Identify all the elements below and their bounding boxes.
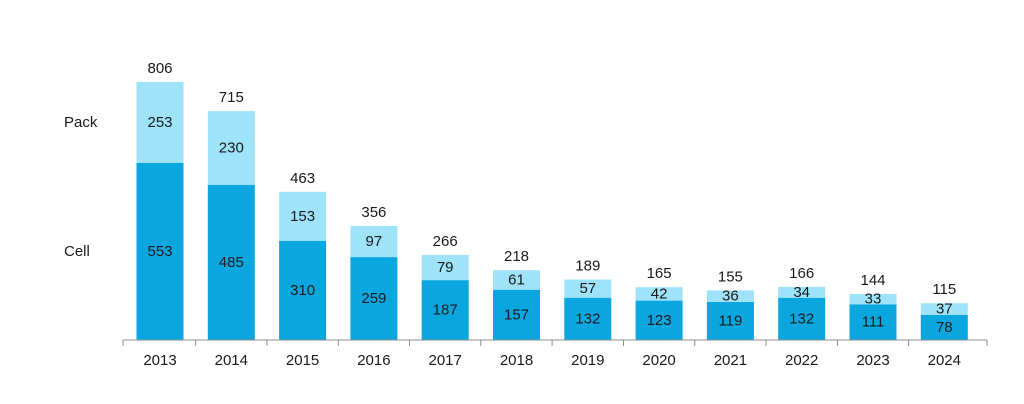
bars-layer <box>136 82 968 340</box>
data-label-pack-2023: 33 <box>865 291 882 308</box>
data-label-pack-2022: 34 <box>793 284 810 301</box>
data-label-cell-2016: 259 <box>361 290 386 307</box>
bar-pack-2013 <box>136 82 184 163</box>
data-label-pack-2019: 57 <box>579 280 596 297</box>
data-label-cell-2020: 123 <box>647 312 672 329</box>
bar-cell-2020 <box>635 300 683 340</box>
total-label-2017: 266 <box>433 233 458 250</box>
data-label-pack-2024: 37 <box>936 301 953 318</box>
data-label-pack-2018: 61 <box>508 272 525 289</box>
x-tick-label-2022: 2022 <box>785 352 818 369</box>
x-tick-label-2020: 2020 <box>642 352 675 369</box>
data-label-pack-2020: 42 <box>651 285 668 302</box>
bar-cell-2018 <box>493 289 540 340</box>
x-tick-label-2018: 2018 <box>500 352 533 369</box>
data-label-cell-2024: 78 <box>936 319 953 336</box>
total-label-2013: 806 <box>147 60 172 77</box>
x-tick-label-2019: 2019 <box>571 352 604 369</box>
data-label-pack-2015: 153 <box>290 208 315 225</box>
bar-pack-2019 <box>564 279 612 298</box>
total-label-2024: 115 <box>932 281 956 298</box>
x-tick-label-2016: 2016 <box>357 352 390 369</box>
x-tick-label-2024: 2024 <box>928 352 961 369</box>
total-label-2019: 189 <box>575 258 600 275</box>
bar-cell-2013 <box>136 163 184 340</box>
data-label-cell-2023: 111 <box>862 314 885 331</box>
x-axis-ticks: 2013 2014 2015 2016 2017 2018 2019 2020 2021 2022… <box>122 340 988 369</box>
data-label-cell-2015: 310 <box>290 282 315 299</box>
bar-pack-2018 <box>493 270 540 290</box>
total-label-2014: 715 <box>219 89 244 106</box>
bar-cell-2017 <box>421 280 469 340</box>
bar-cell-2023 <box>849 304 897 340</box>
total-label-2018: 218 <box>504 248 529 265</box>
bar-pack-2022 <box>778 286 826 298</box>
total-label-2021: 155 <box>718 268 743 285</box>
bar-pack-2020 <box>635 287 683 301</box>
data-label-pack-2013: 253 <box>147 114 172 131</box>
data-label-cell-2013: 553 <box>147 243 172 260</box>
x-tick-label-2023: 2023 <box>856 352 889 369</box>
legend: Cell Pack <box>64 114 98 260</box>
bar-cell-2015 <box>279 240 327 340</box>
data-label-cell-2014: 485 <box>219 254 244 271</box>
total-label-2022: 166 <box>789 265 814 282</box>
legend-label-pack: Pack <box>64 114 98 131</box>
bar-pack-2024 <box>920 303 968 315</box>
data-label-pack-2014: 230 <box>219 139 244 156</box>
total-label-2016: 356 <box>361 204 386 221</box>
bar-cell-2021 <box>706 301 754 340</box>
bar-pack-2017 <box>421 254 469 281</box>
bar-cell-2022 <box>778 297 826 340</box>
data-label-pack-2017: 79 <box>437 259 454 276</box>
bar-cell-2024 <box>920 315 968 340</box>
data-label-cell-2022: 132 <box>789 310 814 327</box>
data-label-cell-2017: 187 <box>433 302 458 319</box>
x-tick-label-2014: 2014 <box>215 352 248 369</box>
bar-pack-2023 <box>849 293 897 305</box>
bar-pack-2016 <box>350 226 398 257</box>
legend-label-cell: Cell <box>64 243 90 260</box>
bar-pack-2021 <box>706 290 754 302</box>
labels-layer: 553 253 806 485 230 715 310 153 463 259 97 356 187 79… <box>147 60 956 336</box>
data-label-cell-2021: 119 <box>718 313 742 330</box>
total-label-2023: 144 <box>860 272 885 289</box>
data-label-cell-2019: 132 <box>575 310 600 327</box>
x-tick-label-2015: 2015 <box>286 352 319 369</box>
data-label-pack-2021: 36 <box>722 288 739 305</box>
bar-cell-2019 <box>564 297 612 340</box>
x-tick-label-2017: 2017 <box>429 352 462 369</box>
x-tick-label-2021: 2021 <box>714 352 747 369</box>
bar-pack-2015 <box>279 191 327 241</box>
data-label-cell-2018: 157 <box>504 306 529 323</box>
x-tick-label-2013: 2013 <box>143 352 176 369</box>
bar-pack-2014 <box>207 111 255 185</box>
bar-cell-2014 <box>207 184 255 340</box>
total-label-2015: 463 <box>290 170 315 187</box>
total-label-2020: 165 <box>647 265 672 282</box>
data-label-pack-2016: 97 <box>366 233 383 250</box>
bar-cell-2016 <box>350 257 398 340</box>
